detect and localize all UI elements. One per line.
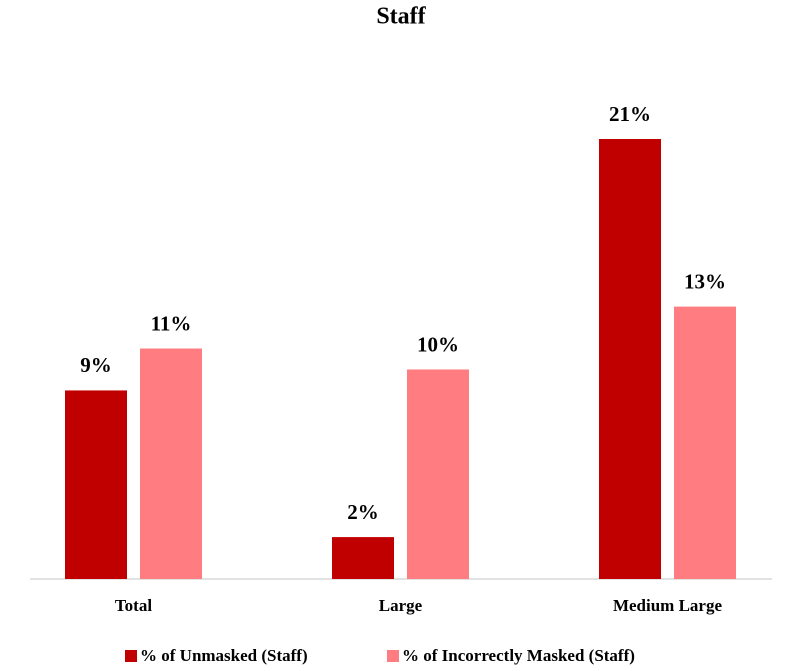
data-label: 10% (417, 332, 459, 356)
chart-title: Staff (376, 4, 426, 30)
data-label: 13% (684, 269, 726, 293)
legend-label: % of Incorrectly Masked (Staff) (402, 646, 635, 665)
data-label: 9% (80, 353, 112, 377)
legend-swatch (125, 650, 137, 662)
bar (140, 348, 202, 579)
legend-label: % of Unmasked (Staff) (140, 646, 308, 665)
bar (674, 306, 736, 579)
bar (332, 537, 394, 579)
x-tick-label: Medium Large (613, 596, 723, 615)
bar (65, 390, 127, 579)
x-tick-label: Large (379, 596, 423, 615)
legend-swatch (387, 650, 399, 662)
data-label: 11% (151, 311, 192, 335)
x-tick-label: Total (115, 596, 152, 615)
data-label: 21% (609, 102, 651, 126)
bar (599, 139, 661, 579)
bar (407, 369, 469, 579)
data-label: 2% (347, 500, 379, 524)
